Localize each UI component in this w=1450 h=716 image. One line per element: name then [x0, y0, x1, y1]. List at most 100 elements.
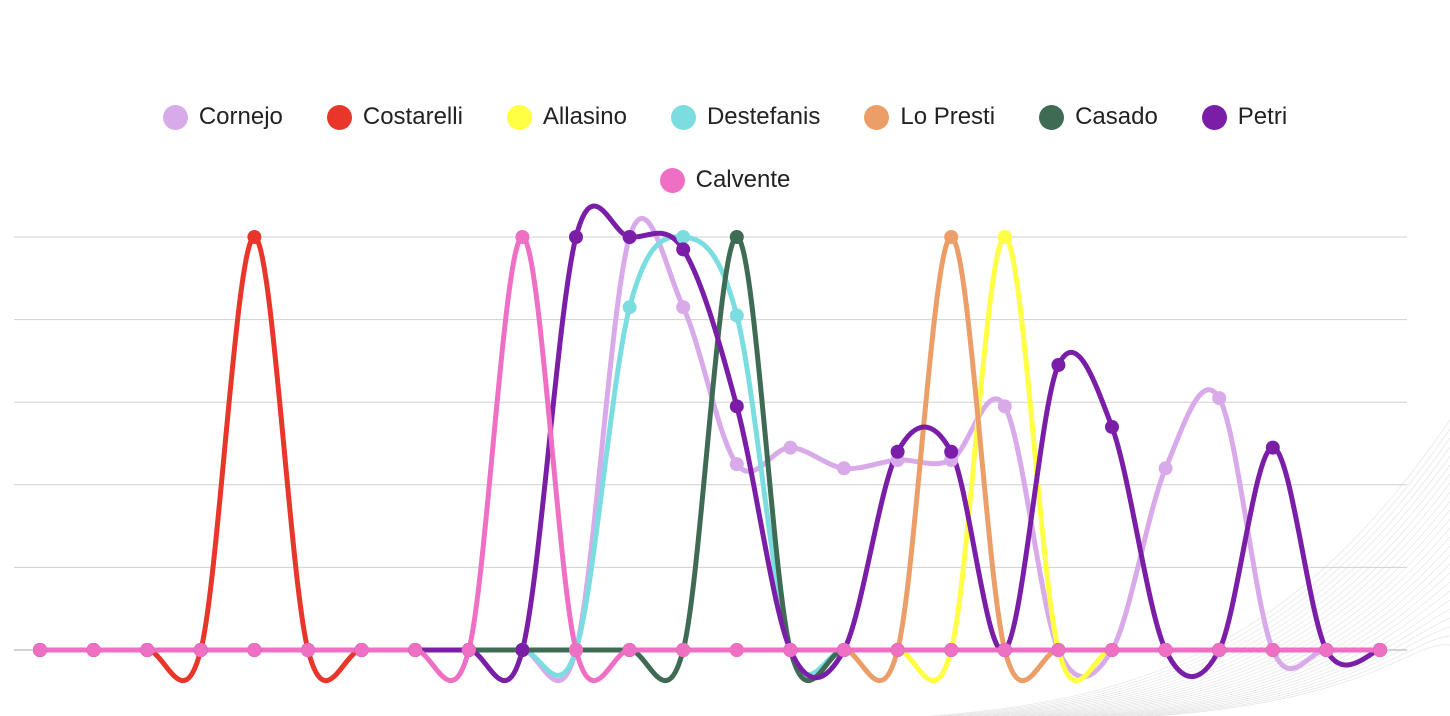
data-point-calvente [1373, 643, 1387, 657]
legend-marker [326, 104, 352, 130]
legend-marker [162, 104, 188, 130]
data-point-calvente [1158, 643, 1173, 657]
data-point-calvente [140, 643, 155, 657]
decor-curve [992, 482, 1450, 716]
data-point-cornejo [676, 300, 691, 315]
data-point-calvente [408, 643, 423, 657]
decor-curve [1037, 527, 1450, 716]
data-point-cornejo [837, 461, 851, 476]
data-point-calvente [1265, 643, 1280, 657]
legend-item-petri[interactable]: Petri [1201, 103, 1288, 131]
decor-curve [1154, 644, 1450, 716]
legend-marker [670, 104, 696, 130]
data-point-calvente [676, 643, 691, 657]
decor-curve [1001, 491, 1450, 716]
legend-row: Cornejo Costarelli Allasino Destefanis Lo Pr… [0, 95, 1450, 139]
data-point-calvente [515, 230, 530, 244]
legend-item-destefanis[interactable]: Destefanis [670, 103, 821, 131]
legend-label: Costarelli [362, 103, 463, 130]
data-point-calvente [997, 643, 1012, 657]
data-point-casado [729, 230, 744, 244]
data-point-calvente [1319, 643, 1334, 657]
data-point-calvente [301, 643, 315, 657]
legend-marker [659, 167, 685, 193]
decor-curve [1136, 626, 1450, 716]
data-point-petri [1051, 358, 1066, 373]
legend-item-costarelli[interactable]: Costarelli [326, 103, 463, 131]
legend-marker [864, 104, 890, 130]
data-point-cornejo [1212, 391, 1227, 406]
data-point-calvente [247, 643, 262, 657]
data-point-calvente [354, 643, 369, 657]
series-lines [37, 203, 1383, 683]
data-point-calvente [1212, 643, 1227, 657]
data-point-cornejo [729, 457, 744, 472]
data-point-calvente [193, 643, 208, 657]
legend-label: Lo Presti [900, 103, 996, 130]
decor-curve [1073, 563, 1450, 716]
data-point-calvente [944, 643, 959, 657]
decor-curve [1091, 581, 1450, 716]
data-point-calvente [783, 643, 798, 657]
legend-marker [1039, 104, 1065, 130]
legend-marker [1201, 104, 1227, 130]
data-point-calvente [569, 643, 583, 657]
decor-curve [947, 437, 1450, 716]
decor-curve [1109, 599, 1450, 716]
legend-label: Cornejo [198, 103, 283, 130]
series-line-costarelli [37, 234, 1383, 683]
legend-marker [506, 104, 532, 130]
legend-item-casado[interactable]: Casado [1039, 103, 1158, 131]
data-point-calvente [890, 643, 905, 657]
data-point-calvente [33, 643, 47, 657]
data-point-calvente [729, 643, 744, 657]
data-point-petri [622, 230, 637, 244]
legend-item-lo-presti[interactable]: Lo Presti [864, 103, 995, 131]
data-point-cornejo [783, 440, 798, 455]
data-point-calvente [837, 643, 851, 657]
data-point-petri [676, 242, 691, 257]
legend-label: Destefanis [706, 103, 821, 130]
legend-label: Calvente [695, 166, 791, 193]
decor-curve [1055, 545, 1450, 716]
data-point-destefanis [676, 230, 691, 244]
legend-row: Calvente [0, 158, 1450, 202]
decor-curve [1019, 509, 1450, 716]
legend-item-calvente[interactable]: Calvente [659, 166, 791, 194]
data-point-cornejo [1158, 461, 1173, 476]
decor-curve [974, 464, 1450, 716]
data-point-calvente [461, 643, 476, 657]
data-point-calvente [86, 643, 101, 657]
legend-item-cornejo[interactable]: Cornejo [162, 103, 283, 131]
background-decoration [929, 419, 1450, 716]
legend-label: Allasino [542, 103, 627, 130]
decor-curve [1028, 518, 1450, 716]
data-point-calvente [1105, 643, 1119, 657]
data-point-calvente [622, 643, 637, 657]
legend-label: Casado [1075, 103, 1158, 130]
series-points [33, 230, 1387, 657]
data-point-destefanis [729, 308, 744, 323]
data-point-petri [729, 399, 744, 414]
legend-label: Petri [1237, 103, 1288, 130]
data-point-petri [1105, 419, 1119, 434]
data-point-lo-presti [944, 230, 959, 244]
data-point-petri [890, 444, 905, 459]
decor-curve [1145, 635, 1450, 716]
data-point-petri [1265, 440, 1280, 455]
decor-curve [983, 473, 1450, 716]
data-point-petri [569, 230, 583, 244]
decor-curve [1100, 590, 1450, 716]
data-point-cornejo [997, 399, 1012, 414]
series-line-calvente [37, 234, 1383, 683]
decor-curve [1118, 608, 1450, 716]
decor-curve [1082, 572, 1450, 716]
decor-curve [1046, 536, 1450, 716]
data-point-calvente [1051, 643, 1066, 657]
data-point-petri [944, 444, 959, 459]
data-point-petri [515, 643, 530, 657]
legend-item-allasino[interactable]: Allasino [506, 103, 627, 131]
data-point-allasino [997, 230, 1012, 244]
